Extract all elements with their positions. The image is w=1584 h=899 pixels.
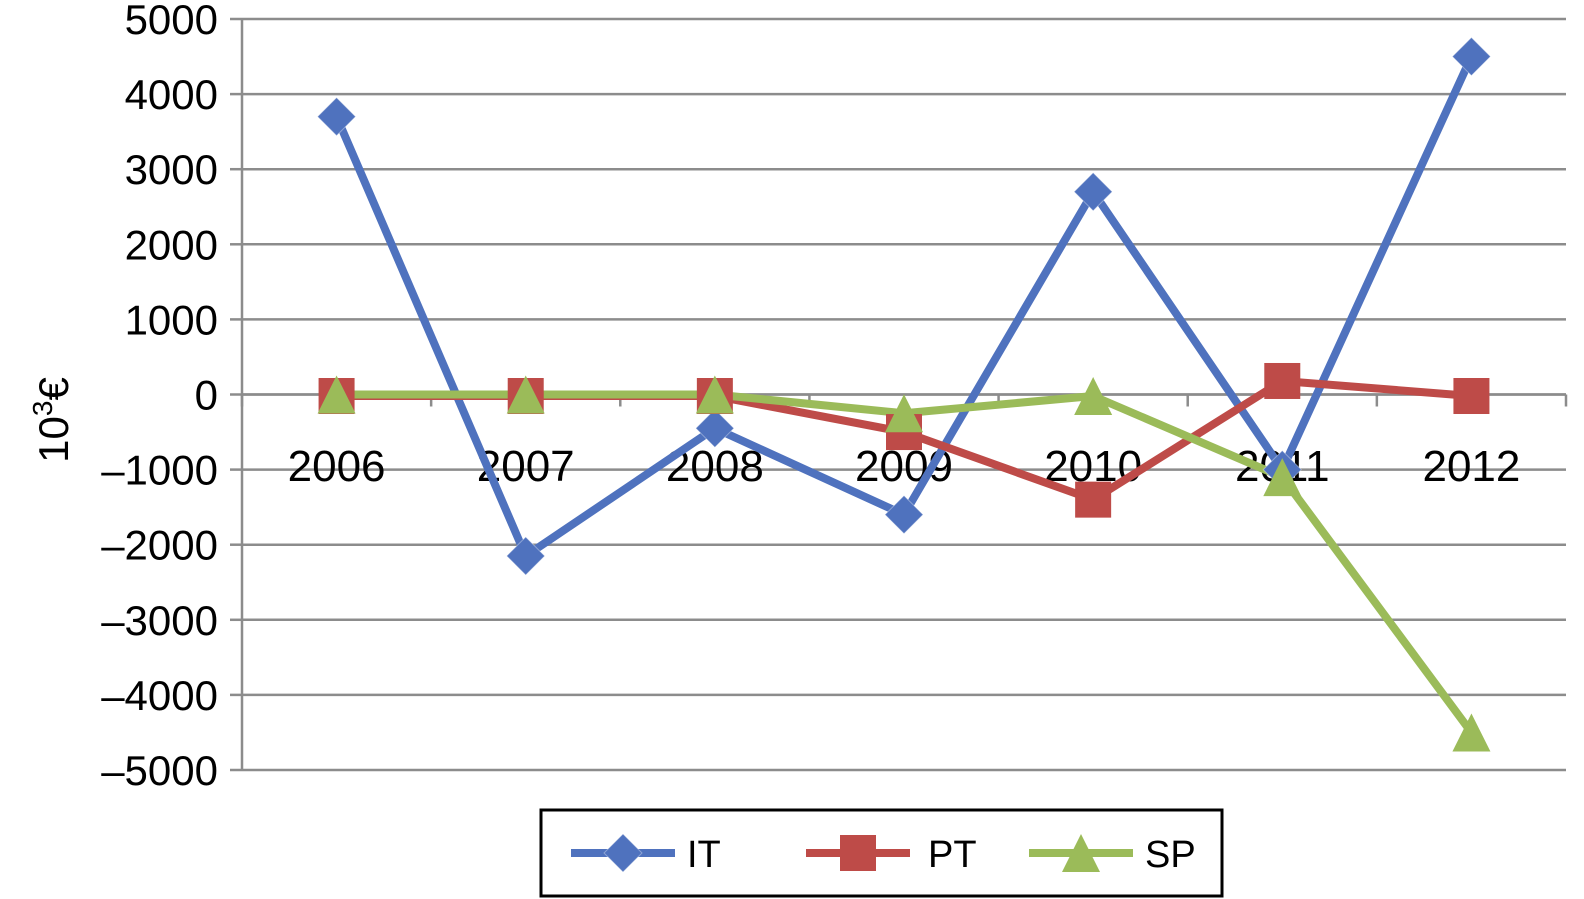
x-tick-label: 2006	[288, 442, 386, 491]
point-sp	[1452, 713, 1491, 752]
series-markers	[316, 36, 1492, 752]
point-sp	[506, 375, 545, 414]
point-it	[1451, 36, 1492, 77]
legend-marker-it	[603, 833, 643, 873]
point-sp	[885, 394, 923, 433]
point-it	[884, 494, 924, 535]
point-pt	[1075, 481, 1112, 518]
point-sp	[1263, 458, 1302, 497]
legend-label-sp: SP	[1145, 834, 1196, 876]
legend-marker-pt	[840, 835, 876, 871]
y-tick-label: –3000	[101, 597, 218, 644]
y-axis-label-unit: €	[30, 377, 77, 400]
y-tick-label: –2000	[101, 522, 218, 569]
y-tick-label: 1000	[125, 296, 218, 343]
legend-marker-sp	[1062, 834, 1100, 872]
point-sp	[695, 375, 734, 414]
legend-label-pt: PT	[928, 834, 977, 876]
y-axis-label: 103€	[27, 377, 77, 463]
point-it	[695, 408, 735, 449]
y-tick-label: 4000	[125, 71, 218, 118]
y-tick-label: 5000	[125, 0, 218, 43]
legend: IT PT SP	[539, 808, 1224, 898]
y-axis-label-base: 10	[30, 416, 77, 463]
y-tick-label: 2000	[125, 221, 218, 268]
point-it	[506, 536, 546, 576]
y-axis-ticks: 5000 4000 3000 2000 1000 0 –1000 –2000 –3000 –400…	[101, 0, 244, 794]
point-it	[316, 96, 357, 137]
point-pt	[1453, 378, 1490, 415]
point-sp	[317, 375, 356, 414]
y-tick-label: –5000	[101, 747, 218, 794]
point-it	[1073, 172, 1113, 212]
y-tick-label: 0	[195, 372, 218, 419]
x-tick-label: 2012	[1422, 442, 1520, 491]
point-pt	[1264, 362, 1301, 399]
legend-label-it: IT	[687, 834, 721, 876]
point-sp	[1074, 377, 1113, 416]
y-tick-label: –4000	[101, 672, 218, 719]
y-tick-label: 3000	[125, 146, 218, 193]
y-tick-label: –1000	[101, 447, 218, 494]
y-axis-label-exponent: 3	[27, 401, 58, 417]
